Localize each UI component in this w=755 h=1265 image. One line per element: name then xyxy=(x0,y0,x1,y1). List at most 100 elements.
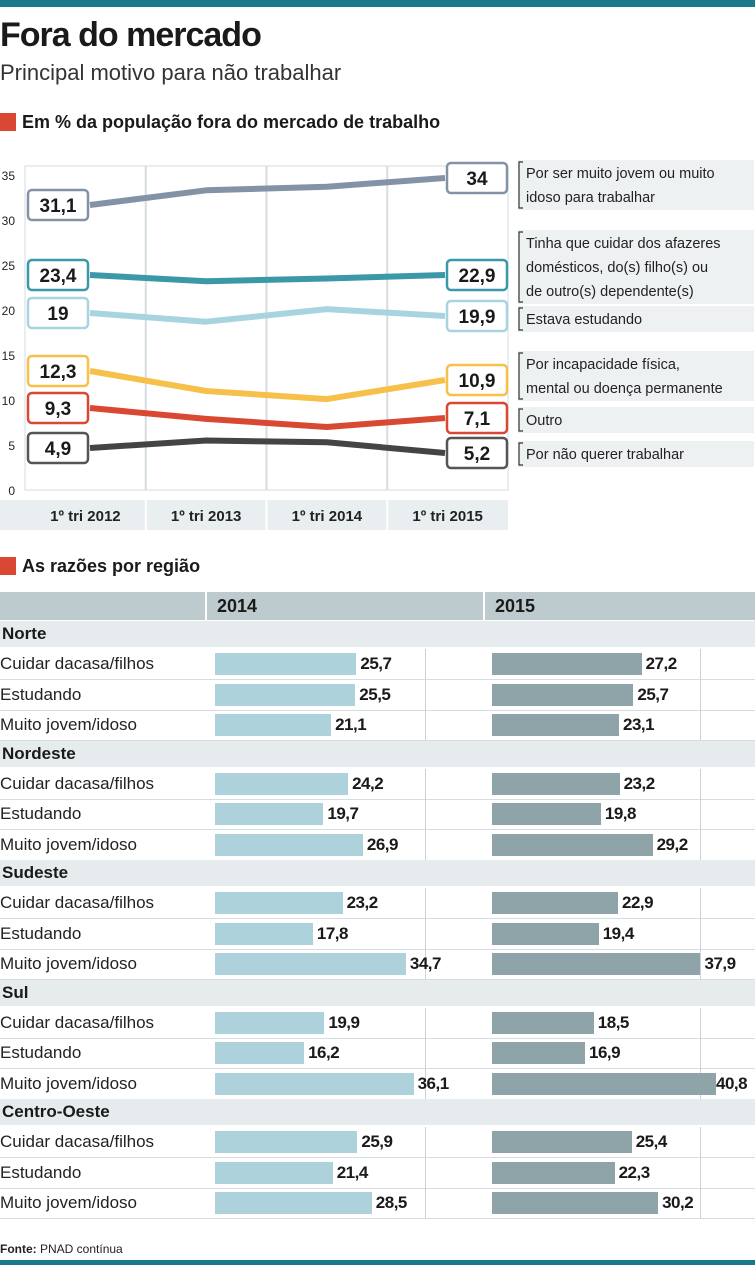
legend-bracket xyxy=(518,161,523,209)
legend-label-bg xyxy=(518,306,754,332)
bar-2015 xyxy=(492,1042,585,1064)
gridline-2015 xyxy=(700,829,701,860)
bar-value-2014: 25,7 xyxy=(360,654,392,673)
x-tick-label: 1º tri 2015 xyxy=(412,508,483,525)
y-tick-label: 25 xyxy=(2,259,16,273)
legend-label: Estava estudando xyxy=(526,312,642,328)
x-tick-label: 1º tri 2012 xyxy=(50,508,121,525)
gridline-2015 xyxy=(700,1127,701,1157)
bar-2014 xyxy=(215,953,406,975)
region-name: Sul xyxy=(2,982,29,1002)
category-row: Cuidar dacasa/filhos 19,9 18,5 xyxy=(0,1007,755,1039)
bar-value-2014: 17,8 xyxy=(316,923,349,943)
legend-label: Por não querer trabalhar xyxy=(526,447,684,463)
bar-value-2014: 36,1 xyxy=(417,1073,450,1093)
bar-value-2015: 19,4 xyxy=(602,923,635,943)
category-row: Estudando 19,7 19,8 xyxy=(0,799,755,830)
bar-value-2014: 25,9 xyxy=(361,1132,393,1151)
start-label-box xyxy=(26,354,90,388)
bar-value-2015: 40,8 xyxy=(716,1073,748,1093)
bar-value-2015: 37,9 xyxy=(704,954,737,973)
bar-2014 xyxy=(215,1011,325,1034)
legend-label-bg xyxy=(518,160,754,210)
end-label-box xyxy=(445,363,509,397)
category-label: Muito jovem/idoso xyxy=(0,834,138,854)
end-value-label: 22,9 xyxy=(459,266,496,287)
bar-2015 xyxy=(492,892,618,914)
series-line xyxy=(89,405,446,430)
bar-2015 xyxy=(492,1192,659,1214)
category-label: Muito jovem/idoso xyxy=(0,1073,138,1093)
bar-2015 xyxy=(492,833,653,856)
gridline-2014 xyxy=(425,1038,426,1068)
bar-2015 xyxy=(492,1161,615,1184)
top-accent-bar xyxy=(0,0,755,7)
bar-value-2015: 30,2 xyxy=(662,1193,694,1212)
region-row: Centro-Oeste xyxy=(0,1099,755,1125)
year-header-2015 xyxy=(485,592,755,620)
category-label: Cuidar dacasa/filhos xyxy=(0,893,155,912)
bar-2015 xyxy=(492,1011,594,1034)
region-name: Sudeste xyxy=(2,863,69,882)
gridline-2014 xyxy=(425,1127,426,1157)
bar-2014 xyxy=(215,1072,414,1095)
section-header-regions: As razões por região xyxy=(0,556,200,577)
end-value-label: 5,2 xyxy=(464,444,490,465)
category-row: Estudando 21,4 22,3 xyxy=(0,1157,755,1189)
bar-2015 xyxy=(492,772,620,795)
legend-label: Por ser muito jovem ou muito xyxy=(526,166,715,182)
category-label: Muito jovem/idoso xyxy=(0,1193,138,1212)
bar-2015 xyxy=(492,953,701,975)
gridline-2014 xyxy=(425,710,426,740)
category-row: Muito jovem/idoso 21,1 23,1 xyxy=(0,710,755,741)
bar-value-2014: 19,9 xyxy=(328,1012,360,1032)
y-tick-label: 15 xyxy=(2,349,16,363)
bar-2015 xyxy=(492,714,620,736)
start-label-box xyxy=(26,258,90,292)
red-square-marker xyxy=(0,557,16,575)
bar-value-2015: 18,5 xyxy=(597,1012,630,1032)
gridline-2014 xyxy=(425,1157,426,1188)
category-label: Estudando xyxy=(0,684,82,704)
bar-value-2015: 19,8 xyxy=(604,804,637,823)
legend-label: de outro(s) dependente(s) xyxy=(526,284,694,300)
x-tick-label: 1º tri 2014 xyxy=(292,508,363,525)
end-label-box xyxy=(445,299,509,333)
bar-value-2015: 25,7 xyxy=(637,684,669,704)
bar-value-2014: 21,1 xyxy=(335,715,367,734)
bar-value-2014: 26,9 xyxy=(366,834,399,854)
bar-value-2015: 27,2 xyxy=(645,654,678,673)
gridline-2014 xyxy=(425,829,426,860)
bar-value-2015: 22,3 xyxy=(618,1162,651,1182)
category-label: Cuidar dacasa/filhos xyxy=(0,1132,155,1151)
bottom-accent-bar xyxy=(0,1260,755,1265)
bar-2014 xyxy=(215,653,357,675)
legend-label-bg xyxy=(518,230,754,304)
bar-2015 xyxy=(492,653,642,675)
gridline-2014 xyxy=(425,949,426,979)
region-row: Sudeste xyxy=(0,860,755,886)
bar-value-2015: 23,2 xyxy=(623,773,656,793)
end-value-label: 7,1 xyxy=(464,409,491,430)
start-label-box xyxy=(26,188,90,222)
category-label: Cuidar dacasa/filhos xyxy=(0,654,155,673)
bar-2014 xyxy=(215,803,324,825)
bar-2014 xyxy=(215,922,313,945)
region-name: Nordeste xyxy=(2,743,76,763)
category-row: Cuidar dacasa/filhos 25,9 25,4 xyxy=(0,1127,755,1158)
gridline-2015 xyxy=(700,649,701,679)
gridline-2015 xyxy=(700,768,701,799)
red-square-marker xyxy=(0,113,16,131)
bar-value-2014: 28,5 xyxy=(375,1193,408,1212)
category-label: Estudando xyxy=(0,804,82,823)
legend-label-bg xyxy=(518,441,754,467)
end-value-label: 10,9 xyxy=(459,371,496,392)
gridline-2014 xyxy=(425,1007,426,1038)
category-row: Muito jovem/idoso 26,9 29,2 xyxy=(0,829,755,861)
source-name: PNAD contínua xyxy=(40,1242,123,1256)
year-header-2014 xyxy=(207,592,483,620)
series-line xyxy=(89,175,446,208)
start-label-box xyxy=(26,431,90,465)
series-line xyxy=(89,368,446,403)
region-row: Sul xyxy=(0,979,755,1006)
